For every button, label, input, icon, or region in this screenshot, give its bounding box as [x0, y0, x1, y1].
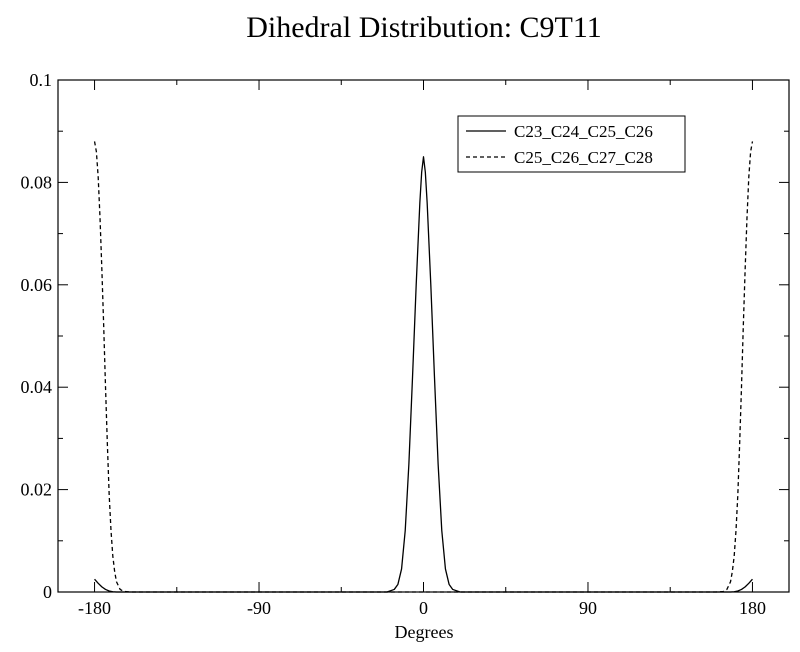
- x-tick-label: -90: [247, 598, 271, 618]
- legend-label-1: C23_C24_C25_C26: [514, 122, 653, 141]
- y-tick-label: 0: [43, 582, 52, 602]
- y-tick-label: 0.06: [21, 275, 53, 295]
- chart-title: Dihedral Distribution: C9T11: [246, 11, 602, 44]
- x-tick-label: 180: [739, 598, 766, 618]
- legend-box: [457, 115, 686, 173]
- series-line-2: [93, 141, 754, 593]
- series-line-1: [94, 156, 753, 593]
- x-tick-label: 90: [579, 598, 597, 618]
- x-axis-label: Degrees: [395, 622, 454, 642]
- y-tick-label: 0.04: [21, 377, 53, 397]
- y-tick-label: 0.1: [30, 70, 53, 90]
- legend-label-2: C25_C26_C27_C28: [514, 148, 653, 167]
- y-tick-label: 0.08: [21, 172, 53, 192]
- series-layer: [93, 141, 754, 593]
- legend: C23_C24_C25_C26 C25_C26_C27_C28: [457, 115, 686, 173]
- x-tick-label: 0: [419, 598, 428, 618]
- y-axis-ticks: 0 0.02 0.04 0.06 0.08 0.1: [21, 70, 789, 602]
- x-tick-label: -180: [78, 598, 111, 618]
- y-tick-label: 0.02: [21, 480, 53, 500]
- x-axis-ticks: -180 -90 0 90 180: [78, 80, 766, 618]
